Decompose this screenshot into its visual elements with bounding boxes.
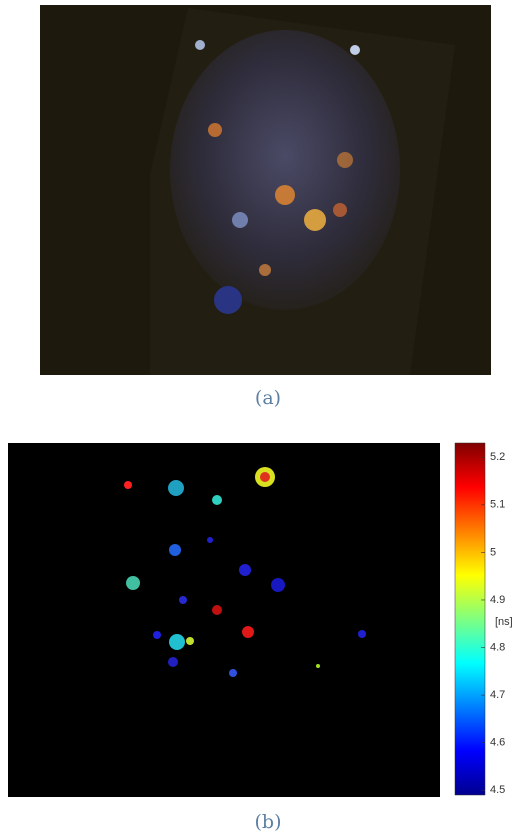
tick-label: 5.2 [490, 451, 505, 463]
tick-label: 5.1 [490, 499, 505, 511]
image-b [8, 443, 440, 797]
caption: (a) [255, 387, 281, 409]
tick-label: 4.7 [490, 689, 505, 701]
figure: (a) 4.5 4.6 4.7 4.8 4.9 5 5.1 5.2 [ns] (b) [0, 0, 522, 834]
tick-label: 5 [490, 546, 496, 558]
tick-label: 4.5 [490, 784, 505, 796]
tick-label: 4.8 [490, 641, 505, 653]
tick-label: 4.9 [490, 594, 505, 606]
colorbar-label: [ns] [495, 616, 513, 628]
caption: (b) [255, 811, 282, 833]
colorbar [455, 443, 485, 795]
tick-label: 4.6 [490, 737, 505, 749]
image-a [40, 5, 491, 375]
